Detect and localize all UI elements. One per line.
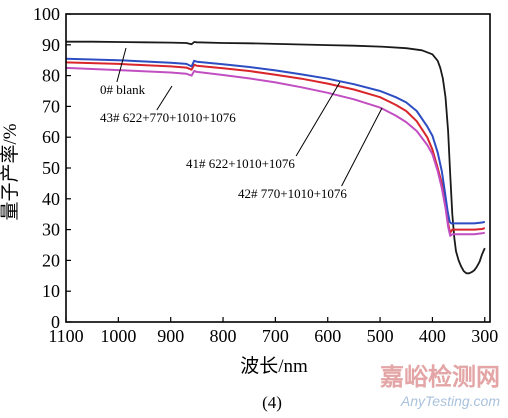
y-tick-label-30: 30: [42, 220, 60, 240]
x-axis-ticks: [65, 317, 486, 322]
annotation-leader-3: [341, 107, 383, 187]
x-tick-label-800: 800: [210, 326, 237, 346]
series-line-0: [66, 40, 486, 275]
x-tick-label-1100: 1100: [48, 326, 83, 346]
annotation-leader-1: [156, 85, 173, 111]
y-tick-label-100: 100: [33, 4, 60, 24]
watermark-cn: 嘉峪检测网: [380, 363, 500, 391]
x-tick-label-1000: 1000: [100, 326, 136, 346]
y-tick-label-70: 70: [42, 96, 60, 116]
annotation-label-0: 0# blank: [100, 82, 146, 97]
y-tick-labels: 0 10 20 30 40 50 60 70 80 90 100: [33, 4, 60, 332]
y-tick-label-20: 20: [42, 250, 60, 270]
figure-caption: (4): [262, 393, 282, 412]
x-tick-label-400: 400: [419, 326, 446, 346]
y-tick-label-60: 60: [42, 127, 60, 147]
x-tick-label-300: 300: [471, 326, 498, 346]
annotation-label-3: 42# 770+1010+1076: [238, 186, 347, 201]
y-tick-label-10: 10: [42, 281, 60, 301]
series-line-1: [65, 61, 486, 234]
series-lines: [65, 40, 486, 275]
y-tick-label-50: 50: [42, 158, 60, 178]
x-tick-label-600: 600: [314, 326, 341, 346]
x-tick-label-700: 700: [262, 326, 289, 346]
y-tick-label-90: 90: [42, 35, 60, 55]
series-line-2: [65, 57, 486, 225]
series-line-3: [65, 66, 486, 237]
x-tick-labels: 1100 1000 900 800 700 600 500 400 300: [48, 326, 498, 346]
y-axis-ticks: [66, 13, 71, 323]
x-tick-label-500: 500: [367, 326, 394, 346]
annotation-leader-0: [116, 47, 127, 83]
series-annotations: 0# blank 43# 622+770+1010+1076 41# 622+101…: [100, 47, 383, 201]
y-tick-label-40: 40: [42, 189, 60, 209]
y-tick-label-0: 0: [51, 312, 60, 332]
x-axis-title: 波长/nm: [240, 355, 308, 377]
annotation-label-1: 43# 622+770+1010+1076: [100, 110, 236, 125]
watermark-en: AnyTesting.com: [400, 393, 500, 409]
annotation-label-2: 41# 622+1010+1076: [186, 156, 295, 171]
y-tick-label-80: 80: [42, 66, 60, 86]
annotation-leader-2: [295, 81, 341, 157]
y-axis-title: 量子产率/%: [0, 123, 21, 220]
plot-frame: [65, 13, 491, 323]
x-tick-label-900: 900: [157, 326, 184, 346]
